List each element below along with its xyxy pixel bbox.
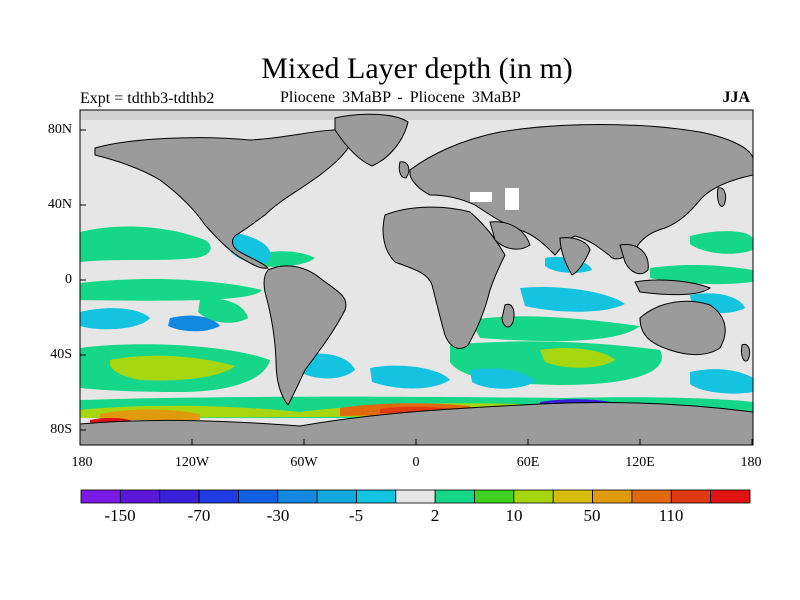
- colorbar-box: [238, 489, 279, 504]
- patch-north-pacific-green: [80, 226, 211, 262]
- lat-label-40s: 40S: [50, 347, 72, 362]
- colorbar-label-2: -70: [187, 506, 211, 525]
- land-japan: [717, 187, 727, 207]
- patch-south-atlantic-blue: [300, 353, 355, 379]
- land-africa: [382, 206, 506, 349]
- colorbar-label-1: -150: [104, 506, 136, 525]
- colorbar-box: [80, 489, 121, 504]
- colorbar-box: [552, 489, 593, 504]
- patch-south-indian-blue: [470, 368, 535, 389]
- colorbar-boxes: [80, 489, 751, 504]
- inland-patch-2: [505, 188, 519, 210]
- colorbar-box: [434, 489, 475, 504]
- lon-label-180w: 180: [71, 455, 93, 470]
- land-masses: [80, 113, 753, 445]
- colorbar-box: [513, 489, 554, 504]
- latitude-ticks: [80, 129, 86, 431]
- patch-tasman-blue: [690, 369, 753, 394]
- map-title: Mixed Layer depth (in m): [261, 52, 573, 85]
- patch-south-pacific-blue-2: [168, 315, 220, 332]
- land-madagascar: [501, 303, 515, 328]
- patch-south-atlantic-blue-2: [370, 365, 450, 389]
- colorbar-box: [710, 489, 751, 504]
- experiment-comparison-label: Pliocene 3MaBP - Pliocene 3MaBP: [280, 89, 521, 106]
- lon-label-180e: 180: [740, 455, 762, 470]
- colorbar-box: [356, 489, 397, 504]
- colorbar-box: [631, 489, 672, 504]
- patch-west-pacific-green-2: [650, 264, 753, 285]
- lat-label-80n: 80N: [47, 122, 72, 137]
- arctic-band: [80, 110, 753, 120]
- land-arabia: [489, 221, 531, 250]
- land-greenland: [334, 113, 409, 167]
- patch-south-pacific-yellow: [110, 355, 235, 381]
- colorbar-label-7: 50: [583, 506, 601, 525]
- land-indonesia: [634, 279, 711, 296]
- lat-label-80s: 80S: [50, 422, 72, 437]
- colorbar-box: [277, 489, 318, 504]
- patch-south-pacific-green: [198, 298, 248, 323]
- colorbar-box: [198, 489, 239, 504]
- lon-label-60w: 60W: [290, 455, 318, 470]
- patch-equatorial-green: [80, 279, 262, 301]
- colorbar-label-4: -5: [348, 506, 364, 525]
- experiment-label: Expt = tdthb3-tdthb2: [80, 90, 215, 107]
- land-southeast-asia: [619, 244, 649, 275]
- colorbar-label-5: 2: [430, 506, 440, 525]
- land-south-america: [263, 265, 347, 406]
- land-uk: [398, 161, 410, 179]
- colorbar-box: [670, 489, 712, 504]
- land-new-zealand: [741, 343, 751, 362]
- colorbar-box: [159, 489, 200, 504]
- inland-patch-1: [470, 192, 492, 202]
- colorbar-box: [119, 489, 161, 504]
- patch-antarctic-coast-orange-2: [100, 409, 200, 420]
- colorbar-box: [395, 489, 436, 504]
- land-antarctica: [80, 401, 753, 445]
- lon-label-120w: 120W: [174, 455, 210, 470]
- longitude-ticks: [79, 439, 753, 445]
- colorbar-box: [592, 489, 633, 504]
- colorbar-box: [316, 489, 357, 504]
- patch-south-indian-yellow: [540, 348, 615, 368]
- season-label: JJA: [722, 89, 750, 106]
- lon-label-60e: 60E: [516, 455, 540, 470]
- colorbar-box: [474, 489, 515, 504]
- lon-label-0: 0: [412, 455, 420, 470]
- lat-label-0: 0: [65, 272, 72, 287]
- colorbar-label-6: 10: [505, 506, 523, 525]
- colorbar-label-3: -30: [266, 506, 290, 525]
- lat-label-40n: 40N: [47, 197, 72, 212]
- land-north-america: [94, 129, 354, 269]
- patch-south-pacific-blue-1: [80, 308, 150, 330]
- land-india: [559, 237, 591, 276]
- lon-label-120e: 120E: [625, 455, 655, 470]
- patch-west-pacific-green: [690, 231, 753, 254]
- colorbar-label-8: 110: [658, 506, 684, 525]
- land-australia: [639, 300, 726, 356]
- patch-indian-blue: [520, 286, 625, 312]
